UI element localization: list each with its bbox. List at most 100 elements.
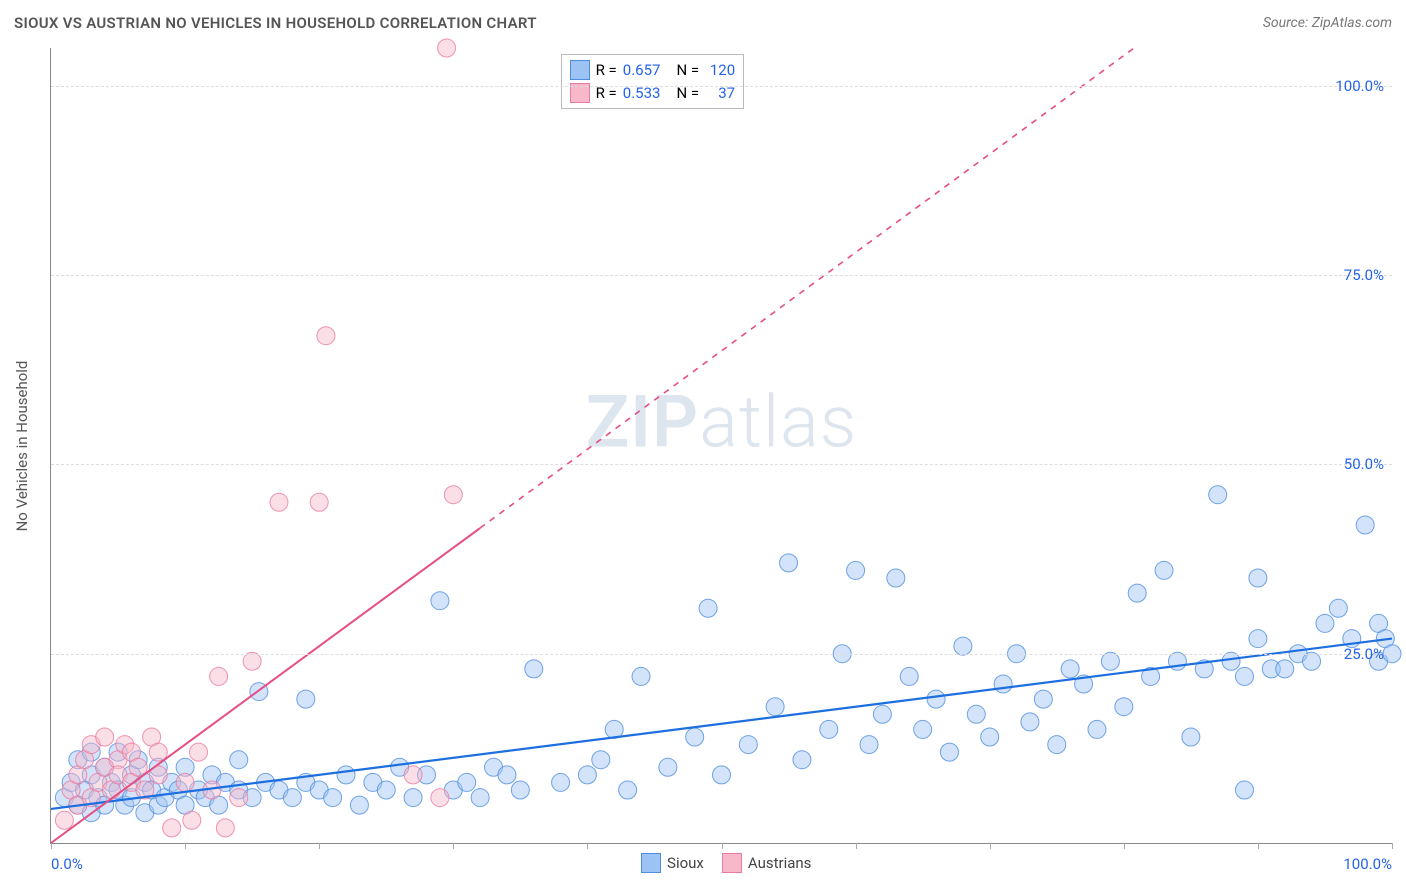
scatter-point xyxy=(1276,660,1294,678)
scatter-point xyxy=(632,667,650,685)
x-tick xyxy=(990,843,991,849)
scatter-point xyxy=(210,667,228,685)
scatter-point xyxy=(243,652,261,670)
scatter-point xyxy=(1061,660,1079,678)
scatter-point xyxy=(511,781,529,799)
grid-line xyxy=(51,654,1392,655)
scatter-point xyxy=(1356,516,1374,534)
scatter-point xyxy=(444,486,462,504)
y-tick-label: 100.0% xyxy=(1335,77,1384,95)
legend-stats-box: R = 0.657N = 120R = 0.533N = 37 xyxy=(561,54,745,109)
scatter-point xyxy=(1182,728,1200,746)
legend-swatch xyxy=(722,853,742,873)
x-tick xyxy=(185,843,186,849)
scatter-point xyxy=(1222,652,1240,670)
legend-stat-row: R = 0.657N = 120 xyxy=(570,59,736,82)
scatter-point xyxy=(471,789,489,807)
legend-series-name: Austrians xyxy=(748,854,812,872)
x-tick xyxy=(51,843,52,849)
chart-title: SIOUX VS AUSTRIAN NO VEHICLES IN HOUSEHO… xyxy=(14,14,537,32)
scatter-point xyxy=(1088,720,1106,738)
legend-series-item: Sioux xyxy=(641,853,704,873)
scatter-point xyxy=(793,751,811,769)
scatter-point xyxy=(820,720,838,738)
scatter-point xyxy=(659,758,677,776)
legend-r-value: 0.657 xyxy=(623,59,661,82)
scatter-point xyxy=(940,743,958,761)
grid-line xyxy=(51,275,1392,276)
x-tick xyxy=(1392,843,1393,849)
scatter-point xyxy=(766,698,784,716)
grid-line xyxy=(51,86,1392,87)
scatter-point xyxy=(163,819,181,837)
scatter-point xyxy=(914,720,932,738)
scatter-point xyxy=(190,743,208,761)
scatter-point xyxy=(967,705,985,723)
scatter-point xyxy=(1115,698,1133,716)
scatter-point xyxy=(873,705,891,723)
scatter-point xyxy=(438,39,456,57)
scatter-point xyxy=(739,736,757,754)
scatter-point xyxy=(498,766,516,784)
scatter-point xyxy=(350,796,368,814)
scatter-point xyxy=(183,811,201,829)
y-tick-label: 50.0% xyxy=(1344,455,1384,473)
scatter-point xyxy=(578,766,596,784)
scatter-point xyxy=(552,773,570,791)
y-tick-label: 75.0% xyxy=(1344,266,1384,284)
scatter-point xyxy=(404,766,422,784)
x-tick xyxy=(722,843,723,849)
scatter-point xyxy=(780,554,798,572)
scatter-point xyxy=(1034,690,1052,708)
scatter-point xyxy=(619,781,637,799)
scatter-point xyxy=(404,789,422,807)
legend-series-item: Austrians xyxy=(722,853,812,873)
scatter-point xyxy=(900,667,918,685)
scatter-point xyxy=(699,599,717,617)
scatter-point xyxy=(230,789,248,807)
scatter-point xyxy=(981,728,999,746)
scatter-point xyxy=(317,327,335,345)
scatter-point xyxy=(377,781,395,799)
scatter-point xyxy=(1048,736,1066,754)
x-tick xyxy=(1124,843,1125,849)
plot-area: ZIPatlas R = 0.657N = 120R = 0.533N = 37… xyxy=(50,48,1392,844)
scatter-point xyxy=(297,690,315,708)
scatter-point xyxy=(458,773,476,791)
scatter-point xyxy=(994,675,1012,693)
scatter-point xyxy=(1128,584,1146,602)
scatter-point xyxy=(283,789,301,807)
scatter-point xyxy=(847,561,865,579)
legend-n-value: 120 xyxy=(705,59,735,82)
scatter-point xyxy=(431,789,449,807)
scatter-point xyxy=(713,766,731,784)
scatter-point xyxy=(1101,652,1119,670)
legend-bottom: Sioux Austrians xyxy=(641,853,811,873)
scatter-point xyxy=(324,789,342,807)
x-tick xyxy=(1258,843,1259,849)
x-tick xyxy=(587,843,588,849)
scatter-point xyxy=(1235,781,1253,799)
scatter-point xyxy=(1249,630,1267,648)
scatter-point xyxy=(216,819,234,837)
scatter-point xyxy=(686,728,704,746)
scatter-point xyxy=(1316,614,1334,632)
scatter-point xyxy=(96,728,114,746)
scatter-point xyxy=(1249,569,1267,587)
legend-n-label: N = xyxy=(676,59,699,82)
chart-svg xyxy=(51,48,1392,843)
scatter-point xyxy=(270,493,288,511)
x-axis-max-label: 100.0% xyxy=(1343,855,1392,873)
scatter-point xyxy=(1155,561,1173,579)
scatter-point xyxy=(927,690,945,708)
legend-swatch xyxy=(641,853,661,873)
scatter-point xyxy=(230,751,248,769)
legend-swatch xyxy=(570,60,590,80)
scatter-point xyxy=(887,569,905,587)
scatter-point xyxy=(1021,713,1039,731)
y-axis-label: No Vehicles in Household xyxy=(13,361,31,532)
legend-series-name: Sioux xyxy=(667,854,704,872)
header-row: SIOUX VS AUSTRIAN NO VEHICLES IN HOUSEHO… xyxy=(14,14,1392,32)
x-tick xyxy=(453,843,454,849)
x-tick xyxy=(319,843,320,849)
